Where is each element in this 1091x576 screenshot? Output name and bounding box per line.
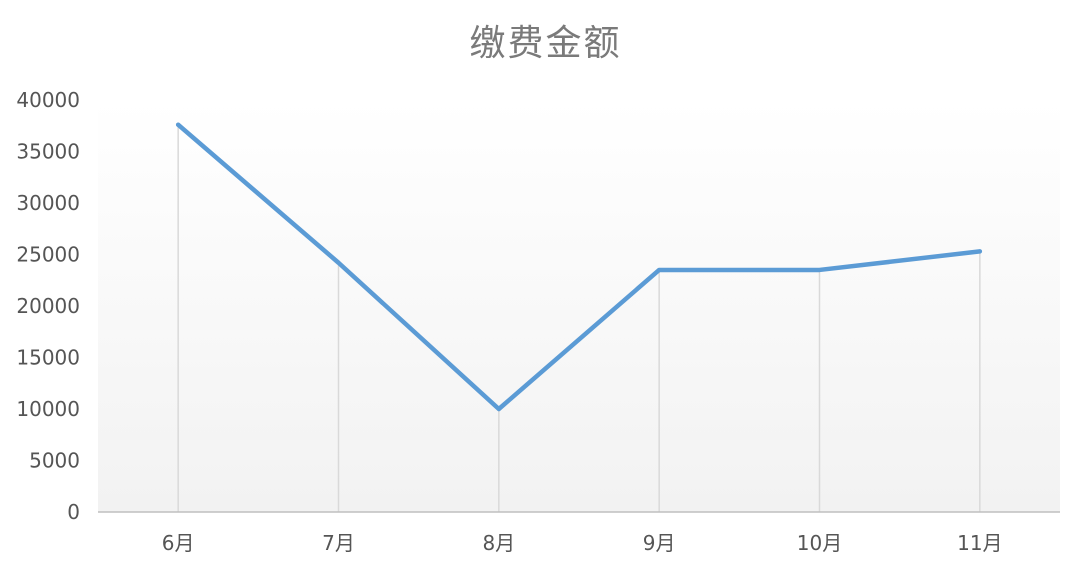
- y-tick-label: 5000: [29, 449, 80, 473]
- chart-title: 缴费金额: [469, 23, 622, 64]
- data-point: [657, 267, 662, 272]
- x-tick-label: 7月: [322, 531, 355, 555]
- data-point: [817, 267, 822, 272]
- y-tick-label: 0: [67, 500, 80, 524]
- data-point: [496, 407, 501, 411]
- y-tick-label: 30000: [16, 191, 80, 215]
- data-point: [176, 122, 181, 127]
- y-tick-label: 35000: [16, 140, 80, 164]
- y-tick-label: 25000: [16, 243, 80, 267]
- data-point: [336, 260, 341, 265]
- y-tick-label: 40000: [16, 88, 80, 112]
- y-tick-label: 15000: [16, 346, 80, 370]
- x-tick-label: 10月: [797, 531, 842, 555]
- x-tick-label: 9月: [643, 531, 676, 555]
- x-axis-ticks: 6月 7月 8月 9月 10月 11月: [162, 531, 1003, 555]
- series-group: [175, 122, 983, 412]
- x-tick-label: 8月: [482, 531, 515, 555]
- y-tick-label: 10000: [16, 397, 80, 421]
- drop-lines: [177, 124, 981, 512]
- plot-area: [98, 100, 1060, 512]
- y-axis-ticks: 0 5000 10000 15000 20000 25000 30000 35000 40000: [16, 88, 80, 524]
- data-point: [977, 249, 982, 254]
- x-tick-label: 6月: [162, 531, 195, 555]
- x-tick-label: 11月: [957, 531, 1002, 555]
- series-line: [175, 122, 983, 412]
- y-tick-label: 20000: [16, 294, 80, 318]
